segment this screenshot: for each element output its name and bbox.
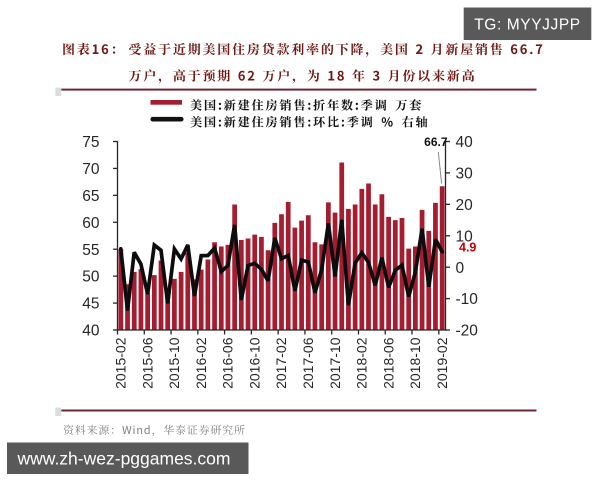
svg-text:2015-10: 2015-10 — [166, 337, 182, 389]
svg-text:45: 45 — [82, 296, 99, 313]
svg-text:2015-06: 2015-06 — [139, 337, 155, 389]
svg-text:66.7: 66.7 — [424, 135, 448, 149]
svg-text:65: 65 — [82, 188, 99, 205]
svg-text:2018-02: 2018-02 — [354, 337, 370, 389]
svg-text:-20: -20 — [456, 323, 479, 340]
svg-text:2018-10: 2018-10 — [407, 337, 423, 389]
svg-text:2017-06: 2017-06 — [300, 337, 316, 389]
svg-text:TG: MYYJJPP: TG: MYYJJPP — [474, 16, 581, 33]
svg-text:10: 10 — [456, 228, 474, 245]
svg-text:0: 0 — [456, 260, 465, 277]
svg-text:2017-10: 2017-10 — [327, 337, 343, 389]
svg-text:2018-06: 2018-06 — [380, 337, 396, 389]
svg-text:75: 75 — [82, 134, 99, 151]
svg-text:40: 40 — [82, 323, 100, 340]
svg-text:2019-02: 2019-02 — [434, 337, 450, 389]
svg-text:2015-02: 2015-02 — [113, 337, 129, 389]
svg-text:40: 40 — [456, 134, 474, 151]
svg-text:20: 20 — [456, 197, 474, 214]
svg-text:www.zh-wez-pggames.com: www.zh-wez-pggames.com — [17, 448, 231, 468]
svg-text:2016-02: 2016-02 — [193, 337, 209, 389]
svg-text:70: 70 — [82, 161, 100, 178]
svg-text:2016-10: 2016-10 — [246, 337, 262, 389]
svg-text:30: 30 — [456, 166, 474, 183]
svg-text:-10: -10 — [456, 291, 479, 308]
svg-text:2017-02: 2017-02 — [273, 337, 289, 389]
svg-text:2016-06: 2016-06 — [220, 337, 236, 389]
svg-text:4.9: 4.9 — [459, 241, 476, 255]
svg-text:50: 50 — [82, 269, 100, 286]
svg-text:55: 55 — [82, 242, 99, 259]
svg-text:60: 60 — [82, 215, 100, 232]
